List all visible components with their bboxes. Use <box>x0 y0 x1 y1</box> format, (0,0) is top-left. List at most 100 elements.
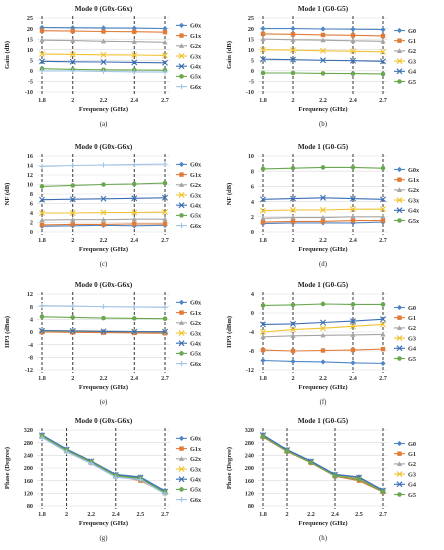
panel-b-series-g5 <box>260 70 386 77</box>
panel-f-legend-label: G3 <box>408 335 416 342</box>
panel-d-label: (d) <box>319 261 327 268</box>
panel-e-series-g5x-point <box>101 315 106 321</box>
panel-d-ytick-label: 2 <box>251 214 254 221</box>
panel-a-series-g0x <box>39 24 168 32</box>
panel-b-series-g1 <box>260 31 386 39</box>
panel-d-series-g2x-point <box>350 214 356 219</box>
panel-a-legend-label: G5x <box>190 74 202 81</box>
panel-d-series-g2x-point <box>290 214 296 220</box>
panel-f-series-g4-point <box>380 316 386 323</box>
panel-f-series-g4-point <box>350 318 356 325</box>
panel-d-ytick-label: 0 <box>251 229 254 236</box>
panel-c-series-g6x <box>39 161 168 170</box>
panel-f-ylabel: IIP3 (dBm) <box>226 316 233 348</box>
panel-c-label: (c) <box>100 261 108 268</box>
panel-d-xtick-label: 2 <box>291 237 294 244</box>
panel-g-series-g6x <box>39 435 168 497</box>
panel-b-series-g2-point <box>260 36 266 42</box>
panel-d-series-g2x <box>260 214 386 221</box>
panel-a-xtick-label: 2.7 <box>161 97 169 104</box>
panel-e-legend-label: G3x <box>190 330 202 337</box>
panel-a-series-g3x-point <box>69 51 76 58</box>
panel-c-series-g3x-point <box>69 210 76 216</box>
panel-b-legend-label: G4 <box>408 69 417 76</box>
panel-d-ytick-label: 6 <box>251 184 254 191</box>
panel-d-ylabel: NF (dB) <box>226 183 233 206</box>
panel-c-legend-label: G3x <box>190 192 202 199</box>
panel-a-series-g1x-point <box>70 28 75 34</box>
panel-f-series-g5 <box>260 301 386 308</box>
panel-a-legend-marker <box>178 53 185 59</box>
panel-a-series-g2x-point <box>70 38 76 43</box>
panel-e-series-g6x-point <box>39 303 45 309</box>
panel-e-title: Mode 0 (G0x-G6x) <box>75 281 133 289</box>
panel-f-series-g3-point <box>260 329 266 335</box>
panel-a-xtick-label: 2.4 <box>130 97 138 104</box>
panel-c-series-g1x <box>39 221 168 228</box>
panel-e-legend-label: G6x <box>190 361 202 368</box>
panel-e-series-g6x-point <box>162 304 168 310</box>
panel-c-series-g1x-point <box>101 222 106 227</box>
panel-c-xtick-label: 1.8 <box>38 237 46 244</box>
panel-b-legend-label: G2 <box>408 48 416 55</box>
panel-d-series-g5x <box>260 165 386 172</box>
panel-a-series-g3x-point <box>131 52 138 58</box>
panel-f-series-g2-point <box>380 331 386 337</box>
panel-d-series-g3x-point <box>350 206 356 213</box>
panel-c-legend-label: G6x <box>190 223 202 230</box>
panel-g-series-g6x-point <box>113 474 119 480</box>
panel-a-series-g6x-point <box>39 68 45 74</box>
panel-b-title: Mode 1 (G0-G5) <box>298 5 349 13</box>
panel-c-series-g4x-point <box>39 196 45 203</box>
panel-f-series-g5-point <box>260 303 266 308</box>
panel-a-series-g0x-point <box>131 25 137 31</box>
panel-f-series-g3-point <box>290 326 296 333</box>
panel-f-legend-label: G5 <box>408 356 416 363</box>
panel-g-series-g1x <box>39 434 168 495</box>
panel-g-legend-label: G4x <box>190 477 202 484</box>
panel-e-legend-label: G5x <box>190 351 202 358</box>
panel-e-legend-label: G1x <box>190 310 202 317</box>
panel-g-legend: G0x G1x G2x G3x G4x G5x G6x <box>176 436 202 504</box>
panel-c-series-g3x-point <box>39 210 45 216</box>
panel-b-legend-label: G3 <box>408 58 416 65</box>
panel-d-series-g4x <box>260 194 386 203</box>
panel-c-title: Mode 0 (G0x-G6x) <box>75 143 133 151</box>
panel-d-series-g1x-point <box>320 219 326 224</box>
panel-e-xtick-label: 2.7 <box>161 375 169 382</box>
panel-f-ytick-label: 4 <box>251 291 254 298</box>
panel-g-series-g5x-line <box>41 435 166 493</box>
panel-c-series-g6x-point <box>131 161 137 168</box>
panel-f-legend-label: G0 <box>408 305 416 312</box>
panel-e-ytick-label: 8 <box>30 304 33 311</box>
panel-h-series-g5-point <box>380 489 386 495</box>
panel-a-series-g3x-point <box>162 52 168 59</box>
panel-h-legend-label: G1 <box>408 451 416 458</box>
panel-b-series-g2 <box>260 36 386 44</box>
panel-f-series-g3-point <box>350 323 356 330</box>
panel-b-series-g5-point <box>320 71 326 76</box>
panel-f-series-g2-point <box>320 332 326 338</box>
panel-c-series-g5x-point <box>39 184 45 189</box>
panel-e-series-g4x-point <box>162 328 168 335</box>
panel-a-series-g0x-point <box>70 25 76 31</box>
panel-d-legend-label: G5x <box>408 218 420 225</box>
panel-h-xtick-label: 2.2 <box>307 511 315 518</box>
panel-f-series-g5-point <box>290 302 296 308</box>
panel-g-legend-label: G5x <box>190 487 202 494</box>
panel-a-series-g0x-point <box>162 25 168 32</box>
panel-b-series-g4-point <box>290 56 296 63</box>
panel-a-series-g6x-point <box>131 69 137 75</box>
panel-b-xtick-label: 2.4 <box>349 97 357 104</box>
panel-c-series-g5x <box>39 180 168 189</box>
panel-h-ytick-label: 280 <box>245 440 254 447</box>
panel-g: Mode 0 (G0x-G6x) 80 120 160 200 240 280 320 1.8 2… <box>4 417 202 542</box>
panel-e-legend-marker <box>178 361 185 367</box>
panel-e-ytick-label: -4 <box>28 342 33 349</box>
panel-a-legend-marker <box>179 74 184 79</box>
panel-c-legend-marker <box>178 192 185 198</box>
panel-f-legend-label: G2 <box>408 325 416 332</box>
panel-f-series-g0-point <box>350 360 356 366</box>
panel-a-ytick-label: -5 <box>28 79 33 86</box>
panel-c-series-g6x-point <box>39 163 45 170</box>
